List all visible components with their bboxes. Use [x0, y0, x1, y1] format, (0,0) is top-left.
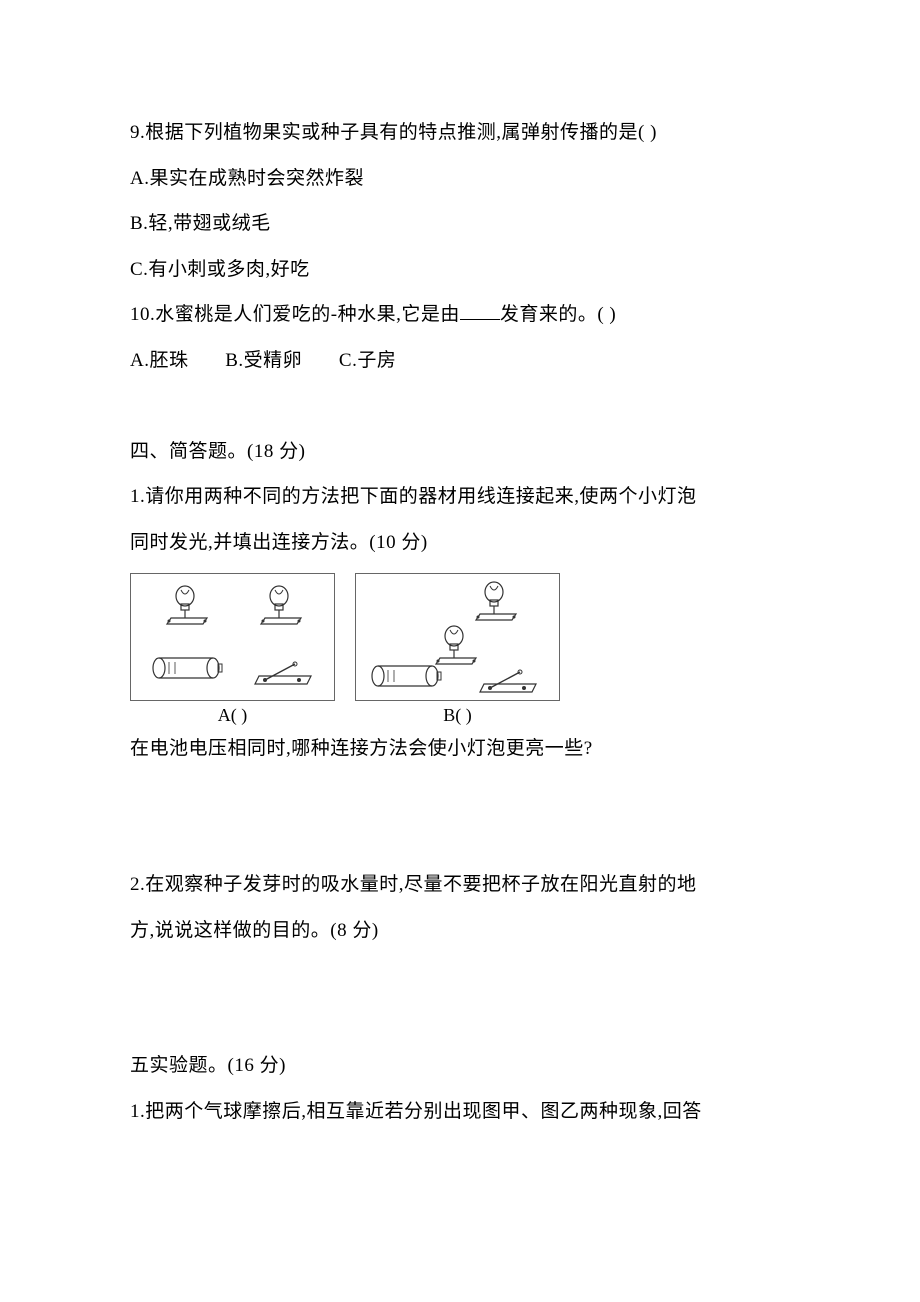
diagram-b [355, 573, 560, 701]
diagram-label-b: B( ) [355, 705, 560, 726]
s4-q1-followup: 在电池电压相同时,哪种连接方法会使小灯泡更亮一些? [130, 726, 790, 772]
q10-option-c: C.子房 [339, 350, 396, 371]
section5-title: 五实验题。(16 分) [130, 1043, 790, 1089]
q9-stem: 9.根据下列植物果实或种子具有的特点推测,属弹射传播的是( ) [130, 110, 790, 156]
q10-stem-post: 发育来的。( ) [500, 304, 616, 325]
diagram-a [130, 573, 335, 701]
q10-stem-pre: 10.水蜜桃是人们爱吃的-种水果,它是由 [130, 304, 460, 325]
s4-q1-line2: 同时发光,并填出连接方法。(10 分) [130, 520, 790, 566]
diagram-labels-row: A( ) B( ) [130, 705, 790, 726]
s4-q2-line1: 2.在观察种子发芽时的吸水量时,尽量不要把杯子放在阳光直射的地 [130, 862, 790, 908]
switch-icon [249, 654, 313, 693]
section4-title: 四、简答题。(18 分) [130, 429, 790, 475]
switch-icon [474, 662, 538, 701]
q9-option-a: A.果实在成熟时会突然炸裂 [130, 156, 790, 202]
q10-option-b: B.受精卵 [225, 350, 302, 371]
battery-icon [151, 654, 223, 687]
q10-options: A.胚珠 B.受精卵 C.子房 [130, 338, 790, 384]
q10-blank [460, 319, 500, 320]
q10-option-a: A.胚珠 [130, 350, 188, 371]
s5-q1: 1.把两个气球摩擦后,相互靠近若分别出现图甲、图乙两种现象,回答 [130, 1089, 790, 1135]
q10-stem: 10.水蜜桃是人们爱吃的-种水果,它是由 发育来的。( ) [130, 292, 790, 338]
battery-icon [370, 662, 442, 695]
s4-q1-line1: 1.请你用两种不同的方法把下面的器材用线连接起来,使两个小灯泡 [130, 474, 790, 520]
q9-option-b: B.轻,带翅或绒毛 [130, 201, 790, 247]
circuit-diagrams [130, 573, 790, 701]
s4-q2-line2: 方,说说这样做的目的。(8 分) [130, 908, 790, 954]
q9-option-c: C.有小刺或多肉,好吃 [130, 247, 790, 293]
bulb-icon [157, 584, 213, 630]
bulb-icon [466, 580, 522, 626]
diagram-label-a: A( ) [130, 705, 335, 726]
bulb-icon [251, 584, 307, 630]
